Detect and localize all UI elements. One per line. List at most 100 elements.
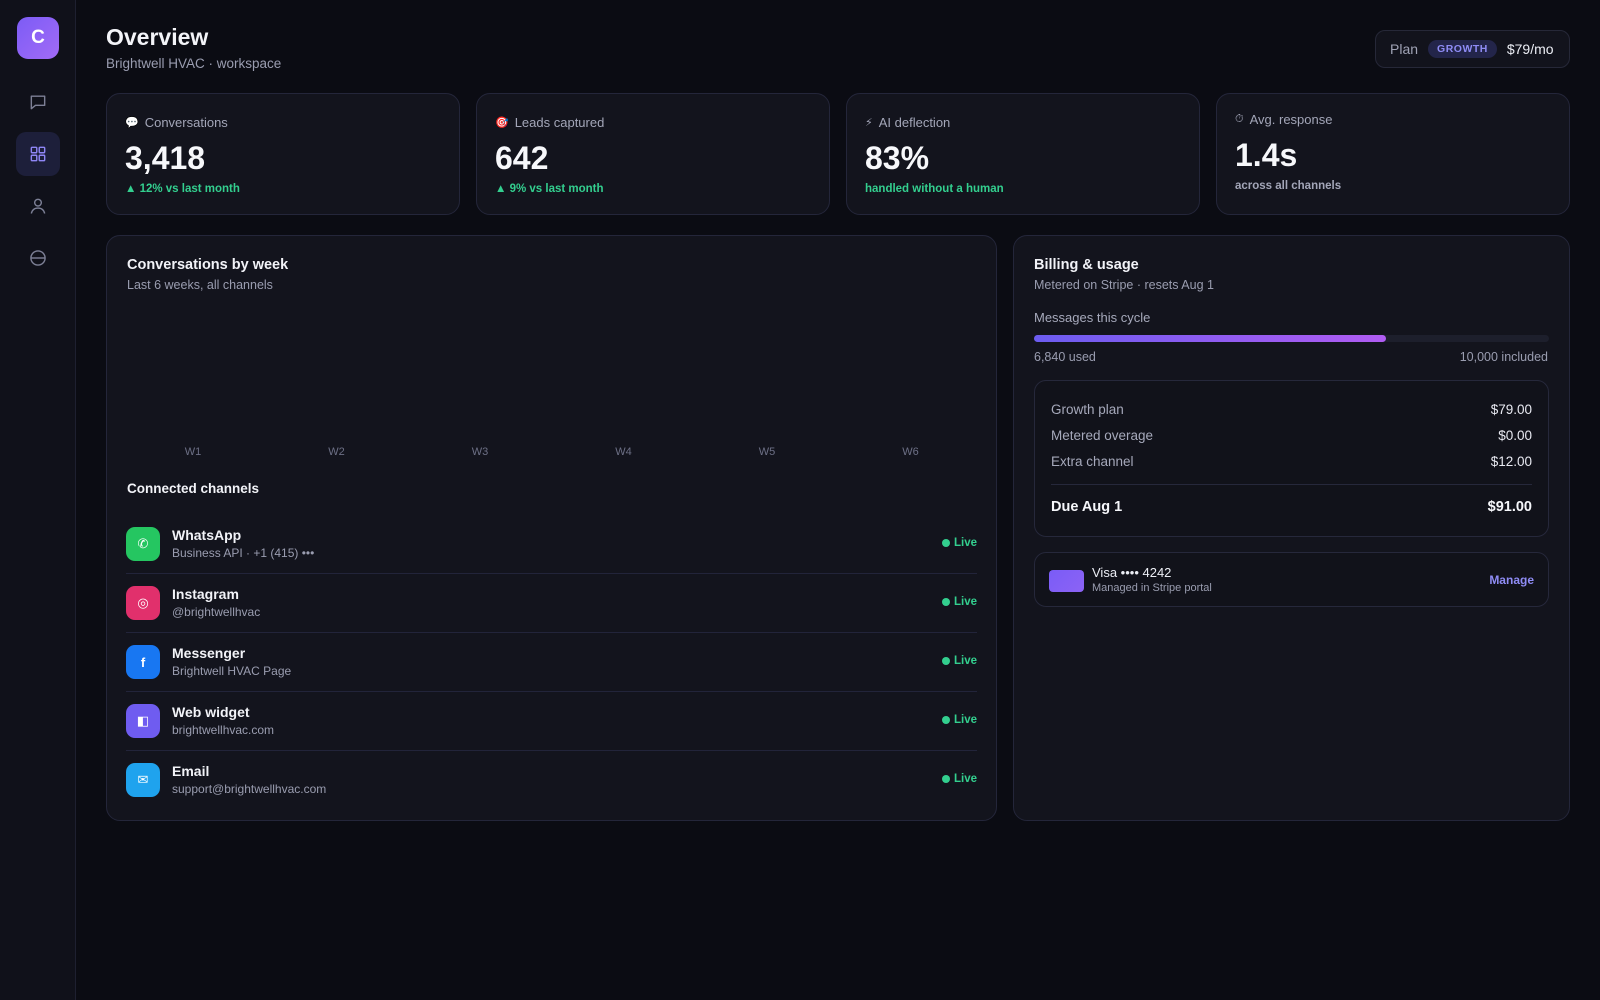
status-badge: Live xyxy=(941,537,977,549)
nav-channels[interactable] xyxy=(16,236,60,280)
channel-row-email[interactable]: ✉ Email support@brightwellhvac.com Live xyxy=(126,751,977,810)
line-label: Metered overage xyxy=(1051,428,1154,443)
messenger-icon: f xyxy=(126,645,160,679)
stat-trend: ▲ 12% vs last month xyxy=(125,183,240,195)
globe-icon xyxy=(30,250,46,266)
status-text: Live xyxy=(953,655,977,667)
nav-conversations[interactable] xyxy=(16,80,60,124)
line-amount: $12.00 xyxy=(1490,454,1532,469)
channel-detail: @brightwellhvac xyxy=(172,605,261,619)
status-dot xyxy=(941,775,950,783)
stat-value: 642 xyxy=(495,140,549,176)
plan-label: Plan xyxy=(1390,41,1419,57)
invoice-summary: Growth plan $79.00 Metered overage $0.00 E… xyxy=(1034,380,1549,537)
speech-bubble-icon: 💬 xyxy=(125,117,139,129)
channels-title: Connected channels xyxy=(127,481,260,496)
stat-label: Avg. response xyxy=(1249,112,1333,127)
channel-name: Email xyxy=(172,763,210,779)
line-amount: $79.00 xyxy=(1490,402,1532,417)
status-text: Live xyxy=(953,714,977,726)
app-logo[interactable]: C xyxy=(17,17,59,59)
line-amount: $0.00 xyxy=(1498,428,1532,443)
stat-label: AI deflection xyxy=(878,115,951,130)
stat-value: 1.4s xyxy=(1235,137,1298,173)
usage-label: Messages this cycle xyxy=(1034,310,1151,325)
stat-trend: ▲ 9% vs last month xyxy=(495,183,604,195)
page-title: Overview xyxy=(106,24,209,50)
status-text: Live xyxy=(953,773,977,785)
stat-note: handled without a human xyxy=(865,183,1004,195)
channel-detail: Business API · +1 (415) ••• xyxy=(172,546,315,560)
x-tick-label: W4 xyxy=(615,446,632,458)
stat-value: 83% xyxy=(865,140,930,176)
status-badge: Live xyxy=(941,773,977,785)
invoice-line: Extra channel $12.00 xyxy=(1051,454,1532,469)
x-tick-label: W3 xyxy=(471,446,489,458)
sidebar: C xyxy=(0,0,76,1000)
stat-card-conversations: 💬 Conversations 3,418 ▲ 12% vs last month xyxy=(106,93,460,215)
chat-icon xyxy=(30,95,46,110)
usage-progress-fill xyxy=(1034,335,1387,342)
chart-title: Conversations by week xyxy=(127,257,289,273)
invoice-line: Growth plan $79.00 xyxy=(1051,402,1532,417)
stat-card-avg-response: ⏱ Avg. response 1.4s across all channels xyxy=(1216,93,1570,215)
divider xyxy=(1051,484,1532,485)
nav-overview[interactable] xyxy=(16,132,60,176)
payment-method: Visa •••• 4242 Managed in Stripe portal … xyxy=(1034,552,1549,607)
status-dot xyxy=(941,598,950,606)
total-label: Due Aug 1 xyxy=(1051,499,1123,515)
status-dot xyxy=(941,716,950,724)
status-badge: Live xyxy=(941,655,977,667)
x-tick-label: W1 xyxy=(184,446,202,458)
channel-row-web-widget[interactable]: ◧ Web widget brightwellhvac.com Live xyxy=(126,692,977,751)
nav-contacts[interactable] xyxy=(16,184,60,228)
usage-used: 6,840 used xyxy=(1034,350,1096,364)
channel-row-instagram[interactable]: ◎ Instagram @brightwellhvac Live xyxy=(126,574,977,633)
billing-title: Billing & usage xyxy=(1034,257,1139,273)
status-text: Live xyxy=(953,596,977,608)
billing-subtitle: Metered on Stripe · resets Aug 1 xyxy=(1034,278,1214,292)
line-label: Extra channel xyxy=(1051,454,1134,469)
grid-icon xyxy=(30,146,46,162)
x-tick-label: W2 xyxy=(328,446,345,458)
plan-price: $79/mo xyxy=(1506,41,1554,57)
channel-name: Instagram xyxy=(172,586,239,602)
status-dot xyxy=(941,539,950,547)
stat-value: 3,418 xyxy=(125,140,206,176)
channel-detail: brightwellhvac.com xyxy=(172,723,275,737)
email-icon: ✉ xyxy=(126,763,160,797)
plan-chip[interactable]: Plan GROWTH $79/mo xyxy=(1375,30,1570,68)
status-dot xyxy=(941,657,950,665)
page-subtitle: Brightwell HVAC · workspace xyxy=(106,56,282,71)
usage-progress-bar xyxy=(1034,335,1549,342)
channel-row-messenger[interactable]: f Messenger Brightwell HVAC Page Live xyxy=(126,633,977,692)
stat-card-leads: 🎯 Leads captured 642 ▲ 9% vs last month xyxy=(476,93,830,215)
x-tick-label: W5 xyxy=(758,446,776,458)
lightning-icon: ⚡ xyxy=(865,117,873,129)
channel-name: WhatsApp xyxy=(172,527,242,543)
usage-included: 10,000 included xyxy=(1459,350,1548,364)
chart-subtitle: Last 6 weeks, all channels xyxy=(127,278,273,292)
user-icon xyxy=(30,198,46,214)
invoice-line: Metered overage $0.00 xyxy=(1051,428,1532,443)
channel-name: Messenger xyxy=(172,645,246,661)
channel-name: Web widget xyxy=(172,704,250,720)
x-tick-label: W6 xyxy=(902,446,919,458)
channel-row-whatsapp[interactable]: ✆ WhatsApp Business API · +1 (415) ••• L… xyxy=(126,515,977,574)
card-name: Visa •••• 4242 xyxy=(1092,565,1172,580)
web-widget-icon: ◧ xyxy=(126,704,160,738)
status-badge: Live xyxy=(941,596,977,608)
whatsapp-icon: ✆ xyxy=(126,527,160,561)
channel-detail: Brightwell HVAC Page xyxy=(172,664,292,678)
conversations-panel xyxy=(106,235,997,821)
total-amount: $91.00 xyxy=(1487,499,1532,515)
target-icon: 🎯 xyxy=(495,117,509,129)
stat-label: Conversations xyxy=(144,115,228,130)
channel-detail: support@brightwellhvac.com xyxy=(172,782,327,796)
credit-card-icon xyxy=(1049,570,1084,592)
plan-badge: GROWTH xyxy=(1428,40,1497,58)
card-subtitle: Managed in Stripe portal xyxy=(1092,582,1212,594)
clock-icon: ⏱ xyxy=(1235,113,1244,125)
stat-note: across all channels xyxy=(1235,180,1342,192)
manage-button[interactable]: Manage xyxy=(1489,573,1534,587)
